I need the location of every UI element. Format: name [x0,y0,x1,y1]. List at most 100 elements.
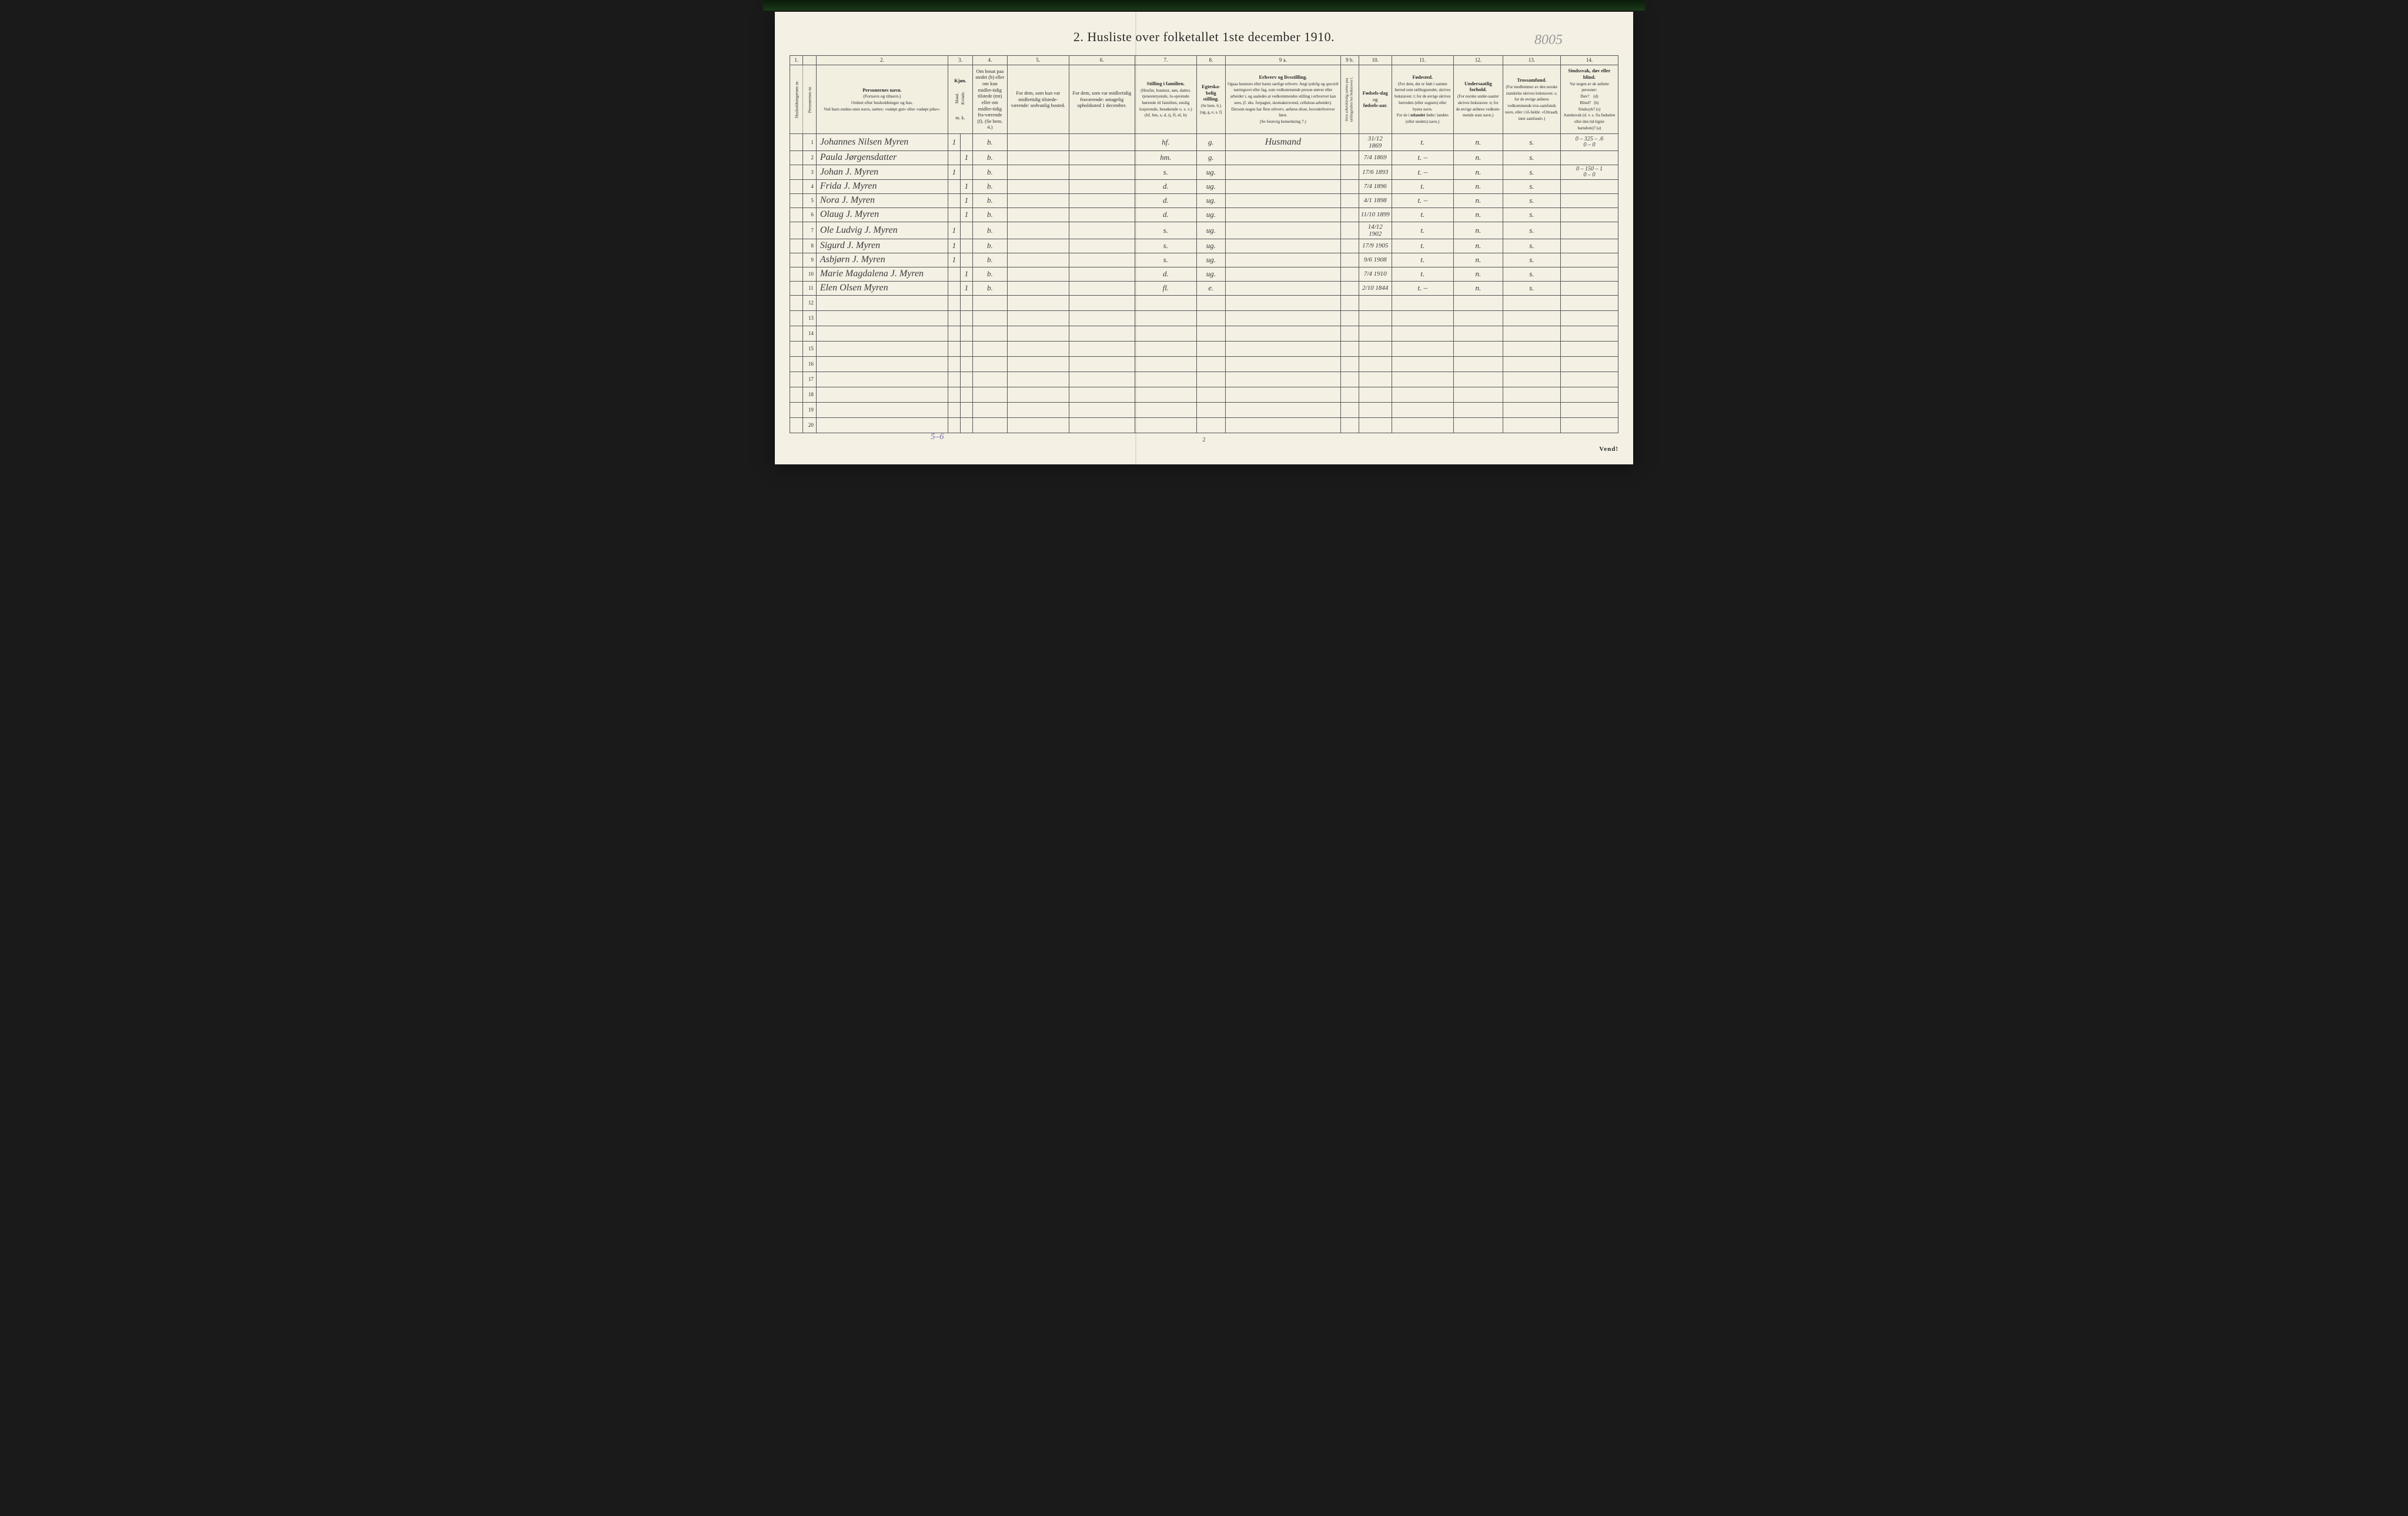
erhverv [1225,193,1340,208]
empty-cell [1392,372,1453,387]
empty-cell [1453,356,1503,372]
household-nr [790,208,803,222]
table-row-empty: 16 [790,356,1618,372]
colnum: 5. [1007,56,1069,65]
empty-cell [1340,295,1359,310]
bosat: b. [972,253,1007,267]
tilstede [1007,267,1069,281]
empty-cell [816,295,948,310]
sex-m: 1 [948,253,960,267]
empty-cell [1359,356,1392,372]
pencil-tally: 5–6 [931,432,944,442]
egteskab: ug. [1196,208,1225,222]
colnum: 8. [1196,56,1225,65]
fodselsdato: 31/12 1869 [1359,133,1392,150]
empty-cell [1196,387,1225,402]
tilstede [1007,222,1069,239]
sex-k [960,239,972,253]
person-nr: 15 [803,341,816,356]
person-name: Olaug J. Myren [816,208,948,222]
empty-cell [816,326,948,341]
household-nr [790,239,803,253]
household-nr [790,193,803,208]
stilling-familie: s. [1135,222,1196,239]
empty-cell [1560,326,1618,341]
empty-cell [816,356,948,372]
household-nr [790,341,803,356]
sex-m [948,179,960,193]
empty-cell [1503,295,1560,310]
sex-k: 1 [960,150,972,165]
sindssvak [1560,239,1618,253]
household-nr [790,356,803,372]
empty-cell [1392,310,1453,326]
empty-cell [1225,387,1340,402]
table-row: 6Olaug J. Myren1b.d.ug.11/10 1899t.n.s. [790,208,1618,222]
table-row-empty: 13 [790,310,1618,326]
empty-cell [1135,387,1196,402]
table-row-empty: 15 [790,341,1618,356]
erhverv [1225,239,1340,253]
tilstede [1007,179,1069,193]
pencil-annotation-top: 8005 [1534,32,1563,48]
stilling-familie: s. [1135,165,1196,179]
sindssvak [1560,267,1618,281]
egteskab: g. [1196,150,1225,165]
trossamfund: s. [1503,222,1560,239]
sex-m: 1 [948,133,960,150]
tilstede [1007,150,1069,165]
person-name: Ole Ludvig J. Myren [816,222,948,239]
fodselsdato: 4/1 1898 [1359,193,1392,208]
household-nr [790,295,803,310]
census-table: 1. 2. 3. 4. 5. 6. 7. 8. 9 a. 9 b. 10. 11… [790,55,1618,433]
sex-m [948,208,960,222]
arbeidsledig [1340,222,1359,239]
person-nr: 18 [803,387,816,402]
colnum: 7. [1135,56,1196,65]
fravaerende [1069,208,1135,222]
table-row: 2Paula Jørgensdatter1b.hm.g.7/4 1869t. –… [790,150,1618,165]
fodested: t. [1392,133,1453,150]
empty-cell [1503,387,1560,402]
arbeidsledig [1340,267,1359,281]
census-page: 8005 2. Husliste over folketallet 1ste d… [775,12,1633,464]
table-row-empty: 14 [790,326,1618,341]
empty-cell [1453,295,1503,310]
empty-cell [1560,356,1618,372]
person-name: Frida J. Myren [816,179,948,193]
household-nr [790,387,803,402]
empty-cell [1340,387,1359,402]
fodested: t. [1392,267,1453,281]
empty-cell [1225,402,1340,417]
colnum: 10. [1359,56,1392,65]
empty-cell [1135,417,1196,433]
vend-label: Vend! [790,446,1618,453]
fravaerende [1069,179,1135,193]
erhverv: Husmand [1225,133,1340,150]
bosat: b. [972,193,1007,208]
stilling-familie: d. [1135,193,1196,208]
header-person-nr: Personernes nr. [803,65,816,133]
empty-cell [960,341,972,356]
colnum: 14. [1560,56,1618,65]
sex-k [960,253,972,267]
empty-cell [1340,372,1359,387]
colnum: 4. [972,56,1007,65]
bosat: b. [972,208,1007,222]
empty-cell [948,326,960,341]
sindssvak [1560,222,1618,239]
header-bosat: Om bosat paa stedet (b) eller om kun mid… [972,65,1007,133]
empty-cell [1359,310,1392,326]
page-title: 2. Husliste over folketallet 1ste decemb… [790,29,1618,45]
header-undersaat: Undersaatlig forhold.(For norske under-s… [1453,65,1503,133]
empty-cell [1196,356,1225,372]
empty-cell [1359,387,1392,402]
empty-cell [1135,341,1196,356]
header-fodested: Fødested.(For dem, der er født i samme h… [1392,65,1453,133]
header-tilstede: For dem, som kun var midlertidig tilsted… [1007,65,1069,133]
fodested: t. [1392,179,1453,193]
egteskab: ug. [1196,239,1225,253]
empty-cell [960,372,972,387]
colnum: 2. [816,56,948,65]
empty-cell [960,356,972,372]
